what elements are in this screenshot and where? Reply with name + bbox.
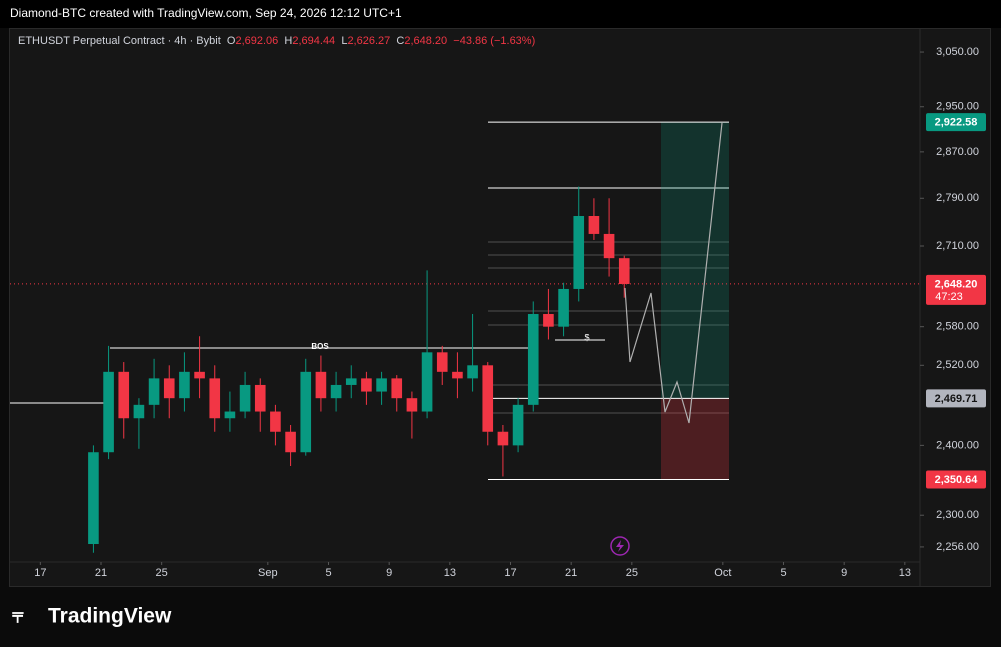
candle-body (163, 378, 175, 399)
candle-body (103, 371, 114, 453)
x-tick-label: Sep (258, 567, 278, 579)
candle-body (239, 384, 251, 412)
candle-body (467, 365, 478, 379)
plot (10, 121, 920, 553)
candle-body (179, 371, 190, 399)
y-tick-label: 2,870.00 (936, 146, 979, 158)
x-tick-label: 17 (34, 567, 46, 579)
candle-body (345, 378, 357, 385)
label: H (284, 35, 293, 47)
candle-body (618, 258, 630, 284)
price-badge-label: 2,350.64 (935, 474, 979, 486)
price-badge (926, 113, 986, 132)
candle-body (603, 233, 615, 259)
price-badge (926, 274, 986, 305)
price-badge-label: 2,469.71 (935, 393, 978, 405)
change: −43.86 (−1.63%) (453, 35, 536, 47)
candle-body (376, 378, 387, 392)
candle-body (118, 371, 130, 419)
candle-body (527, 314, 539, 405)
symbol: ETHUSDT Perpetual Contract · 4h · Bybit (18, 35, 221, 47)
candle-body (270, 411, 281, 432)
candle-body (436, 352, 448, 372)
x-tick-label: 21 (565, 567, 577, 579)
candle-body (194, 371, 205, 379)
x-tick-label: 9 (841, 567, 847, 579)
value: 2,626.27 (347, 35, 391, 47)
projection (624, 122, 723, 424)
candle-body (512, 404, 524, 446)
x-tick-label: 13 (899, 567, 911, 579)
x-tick-label: 9 (386, 567, 392, 579)
x-tick-label: 5 (325, 567, 331, 579)
y-tick-label: 3,050.00 (936, 46, 979, 58)
label: L (341, 35, 348, 47)
y-tick-label: 2,710.00 (936, 240, 979, 252)
y-tick-label: 2,580.00 (936, 321, 979, 333)
label: C (396, 35, 405, 47)
axes: 3,050.00 2,950.00 2,870.00 2,790.00 2,710.00… (34, 46, 986, 579)
candle-body (361, 378, 372, 392)
candle-body (209, 378, 221, 419)
candle-body (254, 384, 266, 412)
candle-body (224, 411, 236, 419)
candle-body (300, 371, 312, 453)
price-badge (926, 389, 986, 408)
x-tick-label: 21 (95, 567, 107, 579)
y-tick-label: 2,300.00 (936, 509, 979, 521)
liquidity-label: $ (584, 332, 589, 342)
label: O (226, 35, 236, 47)
candle-body (558, 288, 569, 327)
x-tick-label: 5 (780, 567, 786, 579)
value: 2,694.44 (292, 35, 336, 47)
candle-body (148, 378, 160, 405)
value: 2,692.06 (235, 35, 279, 47)
candle-body (285, 431, 296, 453)
candle-body (88, 452, 99, 545)
price-badge-label: 2,648.20 (935, 278, 978, 290)
candle-body (330, 384, 342, 399)
candle-body (497, 431, 509, 446)
x-tick-label: 13 (444, 567, 456, 579)
brand: TradingView (48, 605, 172, 628)
x-tick-label: Oct (714, 567, 731, 579)
y-tick-label: 2,256.00 (936, 541, 979, 553)
profit-zone (661, 122, 729, 399)
value: 2,648.20 (404, 35, 448, 47)
candle-body (406, 398, 418, 412)
price-badge (926, 470, 986, 489)
candle-body (452, 371, 463, 379)
y-tick-label: 2,950.00 (936, 101, 979, 113)
candle-body (543, 314, 554, 327)
candle-body (133, 404, 145, 419)
panel (9, 28, 991, 587)
legend: ETHUSDT Perpetual Contract · 4h · Bybit … (18, 35, 535, 47)
candle-body (391, 378, 403, 399)
candle-body (315, 371, 327, 399)
x-tick-label: 25 (156, 567, 168, 579)
brand-icon: ⫧ (12, 605, 24, 628)
top-bar (0, 0, 1001, 28)
price-badge-label: 2,922.58 (935, 116, 978, 128)
bos-label: BOS (311, 342, 329, 351)
y-tick-label: 2,520.00 (936, 359, 979, 371)
candle-body (573, 216, 585, 289)
candle-body (482, 365, 494, 432)
loss-zone (661, 398, 729, 480)
candle-body (421, 352, 433, 412)
y-tick-label: 2,790.00 (936, 192, 979, 204)
y-tick-label: 2,400.00 (936, 439, 979, 451)
x-tick-label: 25 (626, 567, 638, 579)
event-icon (616, 540, 624, 552)
event-icon (610, 536, 630, 556)
countdown: 47:23 (935, 291, 963, 303)
candle-body (588, 216, 600, 234)
x-tick-label: 17 (504, 567, 516, 579)
caption: Diamond-BTC created with TradingView.com… (10, 6, 402, 20)
